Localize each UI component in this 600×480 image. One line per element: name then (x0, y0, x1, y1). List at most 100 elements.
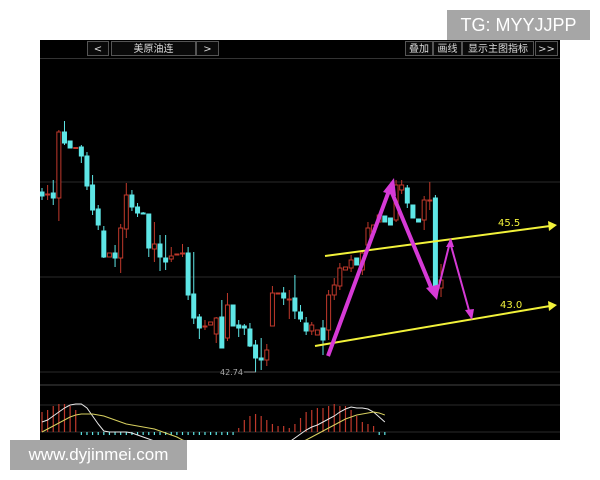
next-instrument-button[interactable]: > (196, 41, 219, 56)
candle (427, 182, 433, 210)
trendlines: 45.5 43.0 (314, 218, 557, 347)
candle (140, 212, 146, 215)
candle-body (191, 293, 197, 319)
low-marker: 42.74 (220, 368, 256, 377)
candle-body (101, 230, 107, 258)
candle-body (387, 217, 393, 226)
candle (410, 204, 416, 219)
candle-body (73, 147, 79, 149)
candle-body (399, 184, 405, 191)
candle-body (50, 192, 56, 199)
candle-body (78, 146, 84, 157)
more-button[interactable]: >> (535, 41, 558, 56)
candle (135, 203, 141, 217)
draw-line-button[interactable]: 画线 (433, 41, 462, 56)
candle-body (281, 292, 287, 299)
candle (236, 320, 242, 337)
candle (84, 152, 90, 190)
candle-body (337, 267, 343, 287)
candle (174, 253, 180, 256)
upper-trendline (324, 225, 551, 257)
candle-body (180, 252, 185, 255)
instrument-name[interactable]: 美原油连 (111, 41, 196, 56)
candle-body (331, 284, 337, 296)
low-price-label: 42.74 (220, 368, 243, 377)
candle-body (135, 206, 141, 214)
prev-instrument-button[interactable]: < (87, 41, 109, 56)
candle (213, 317, 219, 343)
candle-body (253, 344, 259, 359)
candle (281, 287, 287, 305)
candle-body (382, 215, 388, 223)
upper-trendline-label: 45.5 (498, 218, 520, 229)
candles (40, 121, 444, 372)
chart-window: 42.74 45.5 43.0 < 美原油连 > 叠加 画线 显示主图指标 >> (40, 40, 560, 440)
candle-body (292, 297, 298, 312)
price-chart[interactable]: 42.74 45.5 43.0 (40, 40, 560, 440)
candle (269, 286, 275, 327)
candle (129, 190, 135, 211)
candle (342, 266, 348, 271)
candle-body (40, 191, 45, 197)
candle (337, 263, 343, 290)
candle-body (224, 304, 230, 339)
candle-body (95, 208, 101, 226)
candle-body (45, 193, 51, 196)
candle-body (348, 259, 354, 269)
candle (309, 322, 315, 335)
candle-body (196, 316, 202, 329)
candle (67, 140, 73, 149)
candle-body (208, 321, 214, 326)
candle-body (185, 252, 191, 296)
lower-trendline-arrowhead (548, 301, 557, 311)
wave-arrows (326, 178, 474, 357)
candle-body (230, 304, 236, 327)
candle (90, 175, 96, 215)
candle (253, 340, 259, 372)
candle (40, 188, 45, 200)
candle (314, 329, 320, 336)
candle (151, 222, 157, 262)
candle-body (432, 197, 438, 290)
lower-trendline (314, 305, 551, 347)
wave-arrow-projection (437, 238, 471, 315)
chart-toolbar: < 美原油连 > 叠加 画线 显示主图指标 >> (40, 40, 560, 59)
candle (348, 255, 354, 272)
candle (191, 252, 197, 324)
candle-body (416, 218, 422, 223)
candle (224, 293, 230, 341)
wave-arrow-head-down (426, 284, 440, 300)
projection-arrow-head-down (465, 309, 474, 320)
candle-body (275, 292, 281, 295)
candle-body (118, 227, 124, 259)
candle (73, 147, 79, 149)
candle-body (269, 292, 275, 327)
candle (196, 314, 202, 339)
candle (275, 292, 281, 295)
candle-body (298, 311, 304, 320)
candle (230, 304, 236, 327)
candle (320, 320, 326, 355)
candle-body (303, 322, 309, 332)
candle-body (404, 187, 410, 204)
candle-body (247, 328, 253, 347)
candle (185, 247, 191, 300)
candle (382, 215, 388, 223)
candle (326, 290, 332, 340)
show-indicator-button[interactable]: 显示主图指标 (462, 41, 534, 56)
candle (292, 275, 298, 319)
candle (298, 305, 304, 322)
candle-body (146, 213, 152, 249)
grid-lines (40, 181, 560, 433)
candle (416, 218, 422, 223)
candle-body (309, 324, 315, 332)
overlay-button[interactable]: 叠加 (405, 41, 433, 56)
macd-dea-line (41, 411, 385, 440)
candle (56, 130, 62, 221)
candle (247, 323, 253, 347)
candle-body (241, 325, 247, 329)
candle (45, 185, 51, 200)
candle (61, 121, 67, 145)
candle-body (326, 294, 332, 331)
watermark-bottom: www.dyjinmei.com (10, 440, 187, 470)
